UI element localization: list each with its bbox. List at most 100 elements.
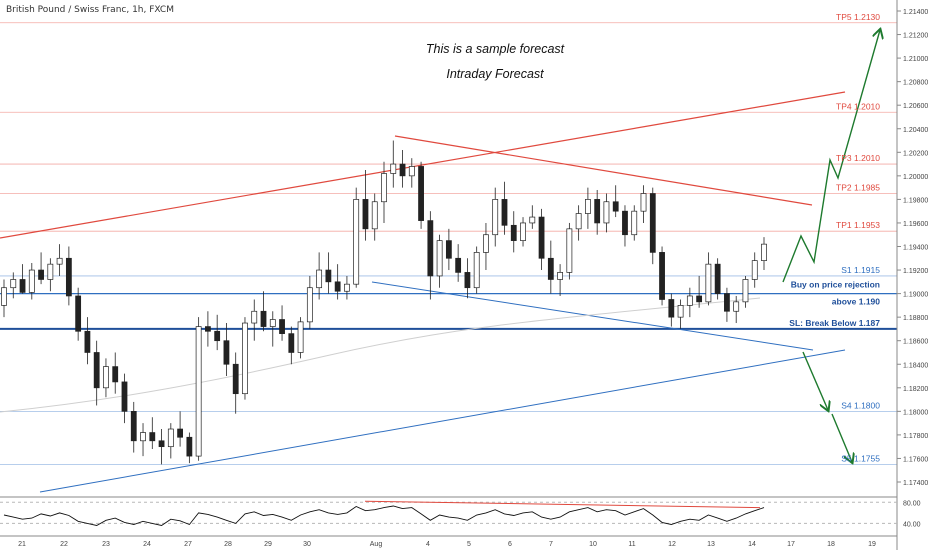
time-tick-label: 6 xyxy=(508,541,512,548)
candle xyxy=(288,326,295,365)
candle xyxy=(575,205,582,241)
candle xyxy=(585,187,591,229)
candle xyxy=(622,205,628,247)
price-tick-label: 1.17600 xyxy=(903,456,928,463)
candle xyxy=(557,264,563,296)
candle xyxy=(269,311,276,347)
candle xyxy=(659,246,665,306)
price-tick-label: 1.21000 xyxy=(903,56,928,63)
price-tick-label: 1.20400 xyxy=(903,127,928,134)
price-tick-label: 1.21200 xyxy=(903,33,928,40)
candle xyxy=(242,317,248,400)
price-tick-label: 1.19800 xyxy=(903,197,928,204)
time-tick-label: 7 xyxy=(549,541,553,548)
candle xyxy=(223,323,230,377)
ascending-support-line xyxy=(39,349,846,493)
candle xyxy=(103,358,109,398)
time-tick-label: Aug xyxy=(370,541,383,548)
level-label: TP2 1.1985 xyxy=(836,183,880,193)
price-tick-label: 1.18800 xyxy=(903,315,928,322)
time-tick-label: 27 xyxy=(184,541,192,548)
candle xyxy=(325,252,332,294)
forecast-arrows xyxy=(782,30,880,462)
candle xyxy=(510,211,517,253)
moving-average-line xyxy=(0,297,761,413)
candle xyxy=(464,258,471,299)
forecast-down-arrow-2 xyxy=(831,413,852,462)
candle xyxy=(390,140,397,188)
oscillator-label: 40.00 xyxy=(903,521,921,528)
level-label: TP3 1.2010 xyxy=(836,153,880,163)
level-label: TP5 1.2130 xyxy=(836,12,880,22)
candle xyxy=(19,264,26,294)
level-label: S1 1.1915 xyxy=(841,265,880,275)
oscillator-divergence-line xyxy=(364,500,761,509)
time-tick-label: 18 xyxy=(827,541,835,548)
candle xyxy=(75,287,82,341)
time-tick-label: 19 xyxy=(868,541,876,548)
price-tick-label: 1.20800 xyxy=(903,80,928,87)
level-label: S4 1.1800 xyxy=(841,400,880,410)
price-axis-bg xyxy=(897,0,932,550)
price-tick-label: 1.18200 xyxy=(903,386,928,393)
candle xyxy=(547,240,554,294)
candle xyxy=(724,287,730,322)
candle xyxy=(742,275,749,308)
time-tick-label: 12 xyxy=(668,541,676,548)
candle xyxy=(38,252,44,285)
level-labels: TP5 1.2130 TP4 1.2010 TP3 1.2010 TP2 1.1985… xyxy=(789,12,880,464)
candle xyxy=(297,317,304,359)
descending-resistance-line xyxy=(394,135,813,206)
time-tick-label: 14 xyxy=(748,541,756,548)
price-tick-label: 1.20200 xyxy=(903,150,928,157)
candle xyxy=(649,187,656,265)
price-tick-label: 1.17800 xyxy=(903,433,928,440)
candle xyxy=(195,317,202,461)
candle xyxy=(408,158,415,188)
time-tick-label: 22 xyxy=(60,541,68,548)
oscillator-line xyxy=(3,505,765,526)
forecast-headline: This is a sample forecast xyxy=(425,42,565,56)
candle xyxy=(733,295,740,324)
candle xyxy=(344,275,350,300)
time-tick-label: 10 xyxy=(589,541,597,548)
time-tick-label: 23 xyxy=(102,541,110,548)
candle xyxy=(28,262,35,300)
oscillator-label: 80.00 xyxy=(903,500,921,507)
level-label: SL: Break Below 1.187 xyxy=(789,318,880,328)
candle xyxy=(399,149,406,188)
candle xyxy=(455,244,462,282)
price-tick-label: 1.18600 xyxy=(903,339,928,346)
candle xyxy=(603,193,610,233)
candle xyxy=(714,258,721,300)
candle xyxy=(84,317,91,365)
candle xyxy=(427,211,434,300)
level-label: TP4 1.2010 xyxy=(836,101,880,111)
candle xyxy=(594,189,601,235)
forecast-down-arrow-1 xyxy=(802,351,828,410)
candle xyxy=(130,401,137,453)
time-tick-label: 24 xyxy=(143,541,151,548)
candle xyxy=(232,352,239,414)
candlesticks xyxy=(1,140,767,465)
candle xyxy=(371,193,378,241)
candle xyxy=(445,228,452,271)
candle xyxy=(436,234,443,288)
price-tick-label: 1.18400 xyxy=(903,362,928,369)
price-tick-label: 1.17400 xyxy=(903,480,928,487)
candle xyxy=(566,222,573,280)
price-tick-label: 1.19000 xyxy=(903,292,928,299)
candle xyxy=(121,373,128,424)
price-tick-label: 1.19400 xyxy=(903,245,928,252)
descending-support-line xyxy=(371,281,814,351)
candle xyxy=(177,411,183,447)
time-tick-label: 4 xyxy=(426,541,430,548)
candle xyxy=(47,258,54,292)
candle xyxy=(93,340,100,406)
price-axis: 1.21400 1.21200 1.21000 1.20800 1.20600 1.204… xyxy=(896,0,932,550)
candle xyxy=(158,429,165,465)
candle xyxy=(751,252,758,288)
candle xyxy=(1,279,7,318)
time-tick-label: 28 xyxy=(224,541,232,548)
